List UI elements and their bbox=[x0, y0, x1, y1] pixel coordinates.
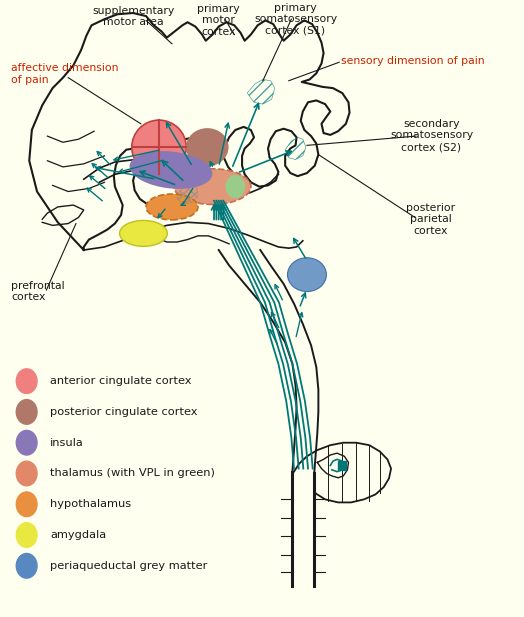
Text: sensory dimension of pain: sensory dimension of pain bbox=[341, 56, 484, 66]
Circle shape bbox=[16, 553, 37, 578]
Circle shape bbox=[16, 369, 37, 394]
Text: secondary
somatosensory
cortex (S2): secondary somatosensory cortex (S2) bbox=[390, 119, 473, 152]
Text: periaqueductal grey matter: periaqueductal grey matter bbox=[50, 561, 208, 571]
Ellipse shape bbox=[146, 194, 198, 220]
Circle shape bbox=[16, 400, 37, 424]
Text: hypothalamus: hypothalamus bbox=[50, 499, 131, 509]
Bar bbox=[338, 461, 346, 470]
Ellipse shape bbox=[132, 120, 186, 174]
Text: amygdala: amygdala bbox=[50, 530, 106, 540]
Text: insula: insula bbox=[50, 437, 84, 448]
Text: posterior
parietal
cortex: posterior parietal cortex bbox=[406, 202, 455, 236]
Text: affective dimension
of pain: affective dimension of pain bbox=[11, 64, 118, 85]
Ellipse shape bbox=[186, 128, 228, 167]
Text: prefrontal
cortex: prefrontal cortex bbox=[11, 281, 64, 302]
Circle shape bbox=[16, 492, 37, 516]
Ellipse shape bbox=[288, 258, 326, 292]
Circle shape bbox=[16, 431, 37, 455]
Text: primary
motor
cortex: primary motor cortex bbox=[198, 4, 240, 37]
Ellipse shape bbox=[225, 175, 245, 198]
Text: anterior cingulate cortex: anterior cingulate cortex bbox=[50, 376, 191, 386]
Circle shape bbox=[16, 523, 37, 547]
Ellipse shape bbox=[174, 169, 251, 204]
Text: primary
somatosensory
cortex (S1): primary somatosensory cortex (S1) bbox=[254, 2, 337, 36]
Text: thalamus (with VPL in green): thalamus (with VPL in green) bbox=[50, 468, 215, 479]
Ellipse shape bbox=[119, 220, 167, 246]
Circle shape bbox=[16, 461, 37, 486]
Text: posterior cingulate cortex: posterior cingulate cortex bbox=[50, 407, 198, 417]
Ellipse shape bbox=[129, 151, 212, 189]
Text: supplementary
motor area: supplementary motor area bbox=[92, 6, 174, 27]
